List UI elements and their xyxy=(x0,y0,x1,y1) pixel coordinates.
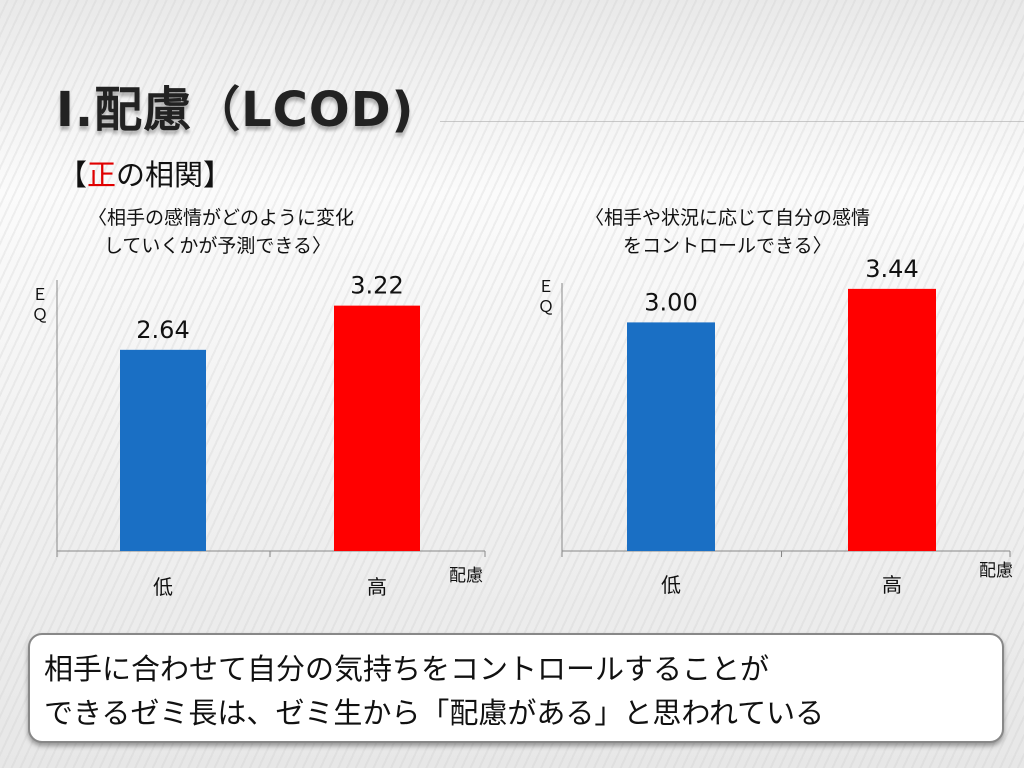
left-value-label-high: 3.22 xyxy=(350,272,403,300)
right-caption-line-1: 〈相手や状況に応じて自分の感情 xyxy=(585,207,871,229)
section-heading-rest: の相関】 xyxy=(116,158,233,192)
section-accent-word: 正 xyxy=(87,158,117,192)
title-divider xyxy=(440,121,1024,122)
callout-line-2: できるゼミ長は、ゼミ生から「配慮がある」と思われている xyxy=(44,696,825,730)
right-category-label-low: 低 xyxy=(661,573,681,597)
right-value-label-low: 3.00 xyxy=(644,288,697,316)
right-chart-caption: 〈相手や状況に応じて自分の感情 をコントロールできる〉 xyxy=(585,204,870,260)
right-category-label-high: 高 xyxy=(882,573,902,597)
left-value-label-low: 2.64 xyxy=(136,316,189,344)
conclusion-callout: 相手に合わせて自分の気持ちをコントロールすることが できるゼミ長は、ゼミ生から「… xyxy=(28,633,1004,743)
left-x-axis-label: 配慮 xyxy=(449,566,483,586)
left-caption-line-1: 〈相手の感情がどのように変化 xyxy=(88,207,355,229)
left-category-label-low: 低 xyxy=(153,575,173,599)
right-value-label-high: 3.44 xyxy=(865,255,918,283)
right-y-axis-label: ＥＱ xyxy=(538,277,554,316)
right-caption-line-2: をコントロールできる〉 xyxy=(623,235,832,257)
right-bar-high xyxy=(848,288,936,551)
callout-line-1: 相手に合わせて自分の気持ちをコントロールすることが xyxy=(44,652,770,686)
section-heading: 【正の相関】 xyxy=(58,152,232,194)
left-bar-high xyxy=(334,305,420,551)
left-caption-line-2: していくかが予測できる〉 xyxy=(104,235,332,257)
left-bar-low xyxy=(120,349,206,551)
bar-charts: ＥＱ 配慮 2.64 低 3.22 高 ＥＱ 配慮 3.00 低 3.44 高 xyxy=(32,255,1013,599)
right-x-axis-label: 配慮 xyxy=(979,561,1013,581)
right-bar-low xyxy=(627,322,715,551)
left-chart-caption: 〈相手の感情がどのように変化 していくかが予測できる〉 xyxy=(88,204,354,260)
slide-title: Ⅰ.配慮（LCOD) xyxy=(56,82,415,138)
left-y-axis-label: ＥＱ xyxy=(32,285,48,324)
section-bracket-open: 【 xyxy=(58,158,88,192)
left-category-label-high: 高 xyxy=(367,575,387,599)
